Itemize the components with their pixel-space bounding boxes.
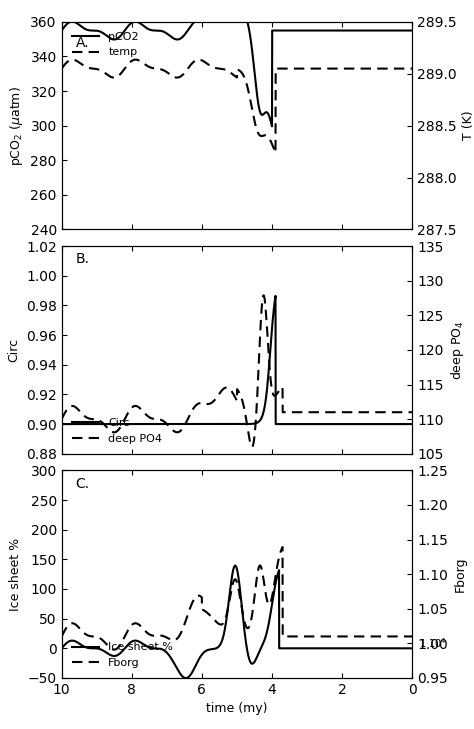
Y-axis label: Fborg: Fborg [454, 556, 467, 592]
Y-axis label: pCO$_2$ ($\mu$atm): pCO$_2$ ($\mu$atm) [8, 86, 25, 165]
Legend: pCO2, temp: pCO2, temp [67, 28, 143, 62]
X-axis label: time (my): time (my) [206, 702, 268, 715]
Text: C.: C. [76, 477, 90, 491]
Text: A.: A. [76, 36, 89, 50]
Text: B.: B. [76, 252, 90, 266]
Legend: Circ, deep PO4: Circ, deep PO4 [67, 414, 167, 448]
Y-axis label: T (K): T (K) [463, 111, 474, 141]
Text: 1 10$^4$: 1 10$^4$ [419, 636, 447, 650]
Y-axis label: deep PO$_4$: deep PO$_4$ [449, 320, 466, 380]
Y-axis label: Ice sheet %: Ice sheet % [9, 537, 22, 611]
Legend: Ice sheet %, Fborg: Ice sheet %, Fborg [67, 638, 178, 672]
Y-axis label: Circ: Circ [7, 338, 20, 362]
